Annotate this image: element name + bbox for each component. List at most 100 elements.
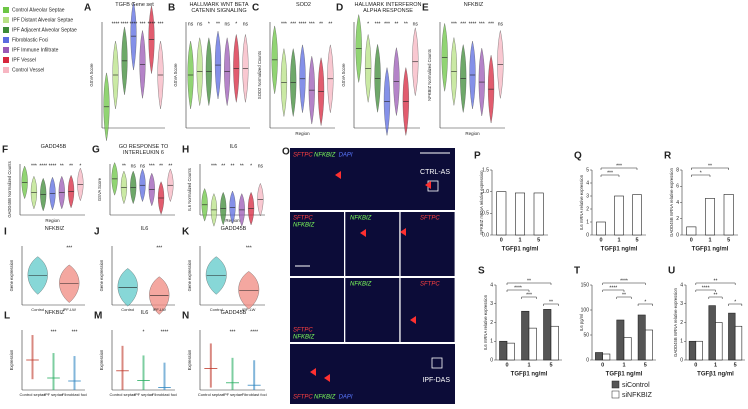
- title-box: IL6: [141, 310, 149, 316]
- title-box: GO RESPONSE TO INTERLEUKIN 6: [119, 144, 169, 156]
- bar: [506, 342, 515, 361]
- x-axis-label: TGFβ1 ng/ml: [511, 372, 548, 378]
- bar: [614, 195, 624, 236]
- x-axis-label: TGFβ1 ng/ml: [601, 247, 638, 253]
- legend-label: siControl: [622, 382, 650, 389]
- x-tick-label: 0: [690, 237, 693, 243]
- legend-label: IPF Vessel: [12, 57, 36, 63]
- y-tick-label: 0: [586, 232, 589, 238]
- x-tick-label: IPF-LW: [242, 307, 255, 312]
- y-tick-label: 3: [586, 193, 589, 199]
- y-tick-label: 2: [680, 320, 683, 326]
- panel-letter: K: [182, 227, 190, 238]
- y-tick-label: 0: [490, 357, 493, 363]
- stain-label: NFKBIZ: [350, 216, 372, 222]
- significance: **: [122, 163, 126, 169]
- arrow: [425, 181, 431, 189]
- bar: [550, 325, 559, 361]
- bracket: [728, 303, 743, 306]
- panel-letter: H: [182, 145, 189, 156]
- significance: **: [168, 163, 172, 169]
- significance: ****: [121, 21, 129, 27]
- bar: [637, 314, 646, 361]
- x-tick-label: 5: [727, 237, 730, 243]
- x-tick-label: 1: [527, 362, 530, 368]
- bar: [728, 312, 736, 361]
- y-tick-label: 0: [680, 357, 683, 363]
- arrow: [360, 229, 366, 237]
- y-tick-label: 4: [680, 282, 683, 288]
- bar: [695, 340, 703, 361]
- y-tick-label: 2: [676, 216, 679, 222]
- chart-title: NFKBIZ: [463, 2, 484, 8]
- micrograph: [290, 212, 344, 276]
- significance: ns: [140, 163, 146, 169]
- significance: ns: [197, 21, 203, 27]
- panel-letter: G: [92, 145, 100, 156]
- significance: ***: [281, 21, 287, 27]
- significance: ****: [609, 285, 617, 291]
- x-tick-label: 0: [601, 362, 604, 368]
- significance: ****: [250, 329, 258, 335]
- bar: [632, 194, 642, 236]
- y-tick-label: 0.0: [482, 232, 489, 238]
- y-tick-label: 0.5: [482, 211, 489, 217]
- panel-letter: T: [574, 266, 580, 277]
- significance: ****: [299, 21, 307, 27]
- title-box: SOD2: [296, 2, 311, 8]
- y-tick-label: 3: [680, 301, 683, 307]
- arrow: [324, 374, 330, 382]
- significance: ****: [161, 329, 169, 335]
- arrow: [410, 316, 416, 324]
- significance: **: [404, 21, 408, 27]
- x-tick-label: Control septae: [109, 392, 136, 397]
- y-axis-label: Gene expression: [9, 259, 14, 291]
- bar: [688, 340, 697, 361]
- title-box: NFKBIZ: [45, 310, 65, 316]
- significance: ***: [526, 292, 532, 298]
- bar: [533, 192, 544, 236]
- y-axis-label: Gene expression: [187, 259, 192, 291]
- y-tick-label: 1: [680, 339, 683, 345]
- bracket: [602, 289, 625, 292]
- x-tick-label: 1: [617, 237, 620, 243]
- legend-label: Control Alveolar Septae: [12, 7, 65, 13]
- significance: ***: [290, 21, 296, 27]
- significance: *: [250, 163, 252, 169]
- x-tick-label: 1: [714, 362, 717, 368]
- y-tick-label: 1: [586, 219, 589, 225]
- panel-letter: P: [474, 151, 481, 162]
- x-tick-label: 1: [708, 237, 711, 243]
- bar: [499, 340, 508, 361]
- significance: **: [708, 163, 712, 169]
- bracket: [695, 289, 716, 292]
- bar: [596, 221, 606, 236]
- title-box: IL6: [141, 226, 149, 232]
- legend-label: siNFKBIZ: [622, 392, 653, 399]
- significance: *: [734, 299, 736, 305]
- y-axis-label: Expression: [187, 349, 192, 370]
- y-axis-label: IL6 mRNA relative expression: [579, 174, 584, 230]
- bar: [645, 329, 653, 361]
- x-tick-label: 0: [500, 237, 503, 243]
- bracket: [637, 303, 653, 306]
- y-axis-label: NFKBIZ Normalized Counts: [427, 49, 432, 101]
- y-tick-label: 4: [676, 200, 679, 206]
- significance: **: [69, 163, 73, 169]
- y-tick-label: 4: [490, 282, 493, 288]
- panel-letter: C: [252, 3, 259, 14]
- significance: ***: [309, 21, 315, 27]
- arrow: [400, 228, 406, 236]
- chart-title: GADD45B: [40, 144, 67, 150]
- y-tick-label: 50: [583, 332, 589, 338]
- bar: [496, 191, 507, 236]
- bracket: [521, 296, 537, 299]
- legend-swatch: [3, 7, 9, 13]
- x-tick-label: 5: [644, 362, 647, 368]
- legend-swatch: [611, 390, 620, 399]
- significance: ***: [607, 170, 613, 176]
- x-tick-label: 0: [505, 362, 508, 368]
- stain-label: NFKBIZ: [350, 282, 372, 288]
- x-axis-label: Region: [45, 218, 60, 223]
